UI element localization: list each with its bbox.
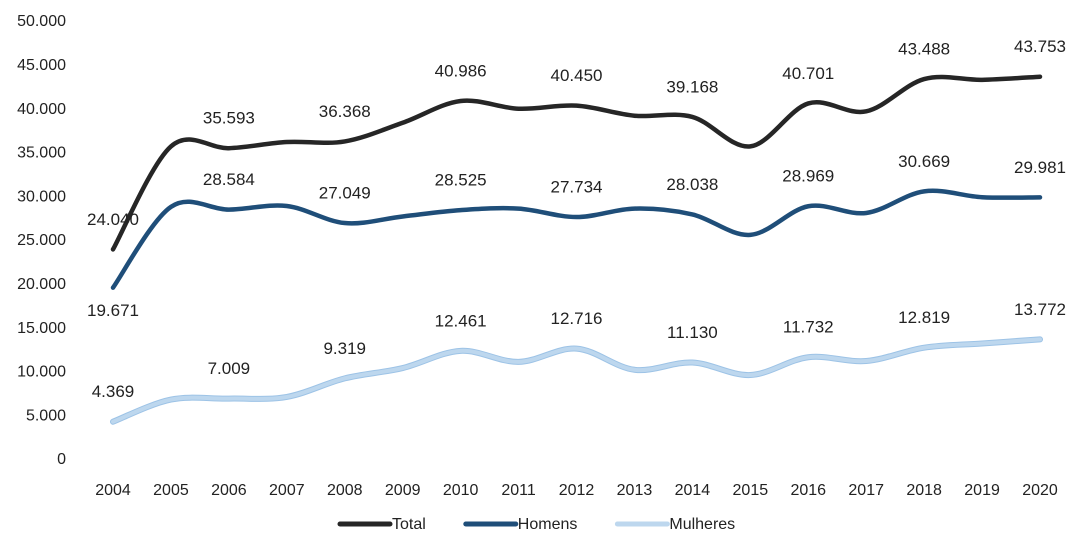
y-tick-label: 45.000 <box>17 57 66 74</box>
x-tick-label: 2014 <box>675 482 711 499</box>
x-tick-label: 2013 <box>617 482 653 499</box>
data-label: 28.969 <box>782 167 834 186</box>
y-tick-label: 10.000 <box>17 364 66 381</box>
data-label: 35.593 <box>203 109 255 128</box>
series-line <box>111 337 1042 424</box>
data-label: 28.038 <box>666 175 718 194</box>
x-tick-label: 2004 <box>95 482 131 499</box>
data-label: 13.772 <box>1014 300 1066 319</box>
series-line <box>110 188 1043 290</box>
data-label: 43.488 <box>898 40 950 59</box>
data-label: 12.461 <box>435 311 487 330</box>
data-label: 9.319 <box>323 339 366 358</box>
x-tick-label: 2018 <box>906 482 942 499</box>
y-tick-label: 40.000 <box>17 101 66 118</box>
x-tick-label: 2020 <box>1022 482 1058 499</box>
data-label: 11.130 <box>667 323 718 342</box>
data-label: 24.040 <box>87 210 139 229</box>
data-label: 19.671 <box>87 301 139 320</box>
data-label: 4.369 <box>92 382 135 401</box>
series-line <box>110 74 1043 252</box>
legend-label: Total <box>392 516 426 533</box>
x-tick-label: 2011 <box>501 482 536 499</box>
x-tick-label: 2015 <box>733 482 769 499</box>
x-tick-label: 2010 <box>443 482 479 499</box>
data-label: 40.701 <box>782 64 834 83</box>
data-label: 11.732 <box>783 318 834 337</box>
x-tick-label: 2016 <box>790 482 826 499</box>
data-label: 40.986 <box>435 61 487 80</box>
y-tick-label: 20.000 <box>17 276 66 293</box>
data-label: 28.525 <box>435 171 487 190</box>
y-tick-label: 15.000 <box>17 320 66 337</box>
data-label: 29.981 <box>1014 158 1066 177</box>
data-label: 27.734 <box>551 178 603 197</box>
legend-label: Homens <box>518 516 578 533</box>
y-tick-label: 50.000 <box>17 13 66 30</box>
data-label: 40.450 <box>551 66 603 85</box>
data-label: 27.049 <box>319 184 371 203</box>
data-label: 28.584 <box>203 170 255 189</box>
y-tick-label: 0 <box>57 451 66 468</box>
y-tick-label: 25.000 <box>17 232 66 249</box>
y-tick-label: 30.000 <box>17 188 66 205</box>
x-tick-label: 2012 <box>559 482 595 499</box>
x-tick-label: 2017 <box>848 482 884 499</box>
data-label: 12.716 <box>551 309 603 328</box>
data-label: 39.168 <box>666 77 718 96</box>
data-label: 7.009 <box>208 359 251 378</box>
x-tick-label: 2005 <box>153 482 189 499</box>
x-tick-label: 2019 <box>964 482 1000 499</box>
data-label: 36.368 <box>319 102 371 121</box>
x-tick-label: 2008 <box>327 482 363 499</box>
x-tick-label: 2006 <box>211 482 247 499</box>
data-label: 30.669 <box>898 152 950 171</box>
legend-label: Mulheres <box>669 516 735 533</box>
y-tick-label: 5.000 <box>26 407 66 424</box>
x-tick-label: 2007 <box>269 482 305 499</box>
data-label: 12.819 <box>898 308 950 327</box>
y-tick-label: 35.000 <box>17 145 66 162</box>
x-tick-label: 2009 <box>385 482 421 499</box>
data-label: 43.753 <box>1014 37 1066 56</box>
